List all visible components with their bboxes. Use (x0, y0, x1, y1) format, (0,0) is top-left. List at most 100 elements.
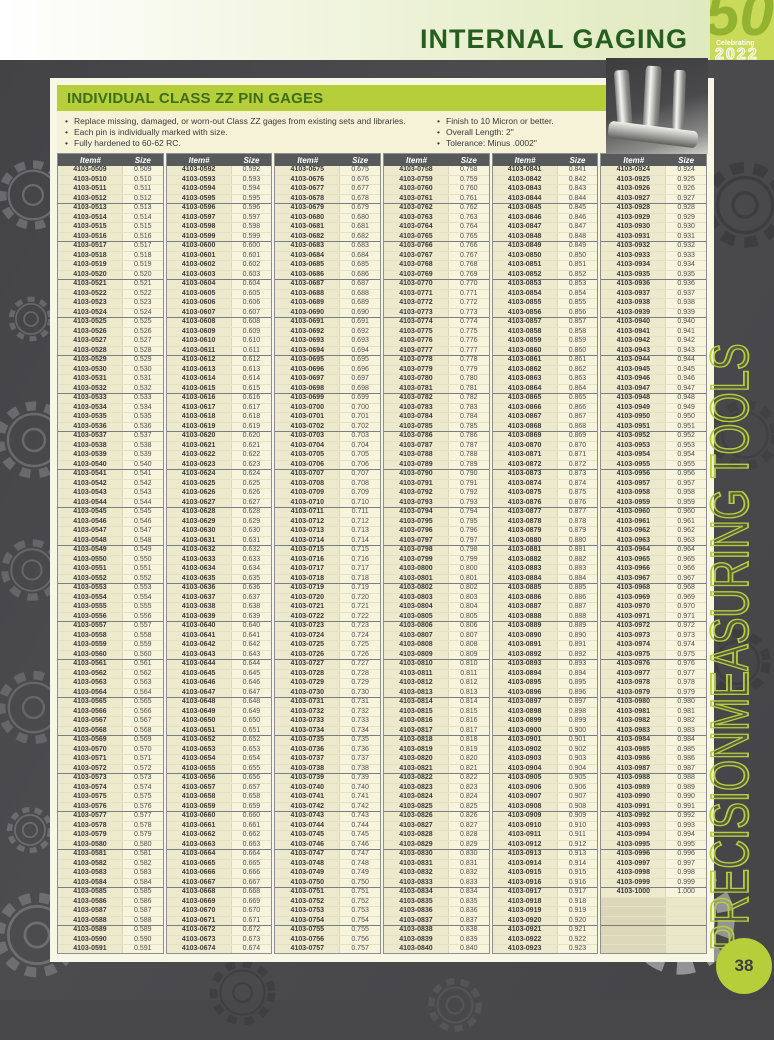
table-row: 4103-0605 0.605 (166, 289, 272, 299)
size-cell: 0.715 (340, 546, 380, 555)
item-cell: 4103-0562 (58, 669, 123, 678)
table-row: 4103-0749 0.749 (275, 869, 381, 879)
item-cell: 4103-0910 (492, 821, 558, 830)
size-cell: 0.863 (557, 375, 598, 384)
table-row: 4103-0584 0.584 (58, 878, 163, 888)
table-row: 4103-0843 0.843 (492, 185, 598, 195)
item-cell: 4103-0826 (384, 812, 449, 821)
item-cell: 4103-0933 (601, 251, 667, 260)
table-row: 4103-0969 0.969 (601, 593, 707, 603)
item-cell: 4103-0957 (601, 479, 667, 488)
item-cell: 4103-0990 (601, 793, 667, 802)
item-cell: 4103-0976 (601, 660, 667, 669)
item-cell: 4103-0760 (384, 185, 449, 194)
size-cell: 0.541 (122, 470, 163, 479)
table-row: 4103-0891 0.891 (492, 641, 598, 651)
gage-table: Item# Size 4103-0509 0.509 4103-0510 0.510 410… (57, 153, 708, 954)
item-cell: 4103-0789 (384, 460, 449, 469)
table-row: 4103-0516 0.516 (58, 232, 163, 242)
table-row: 4103-0876 0.876 (492, 498, 598, 508)
size-cell: 0.944 (666, 356, 707, 365)
item-cell: 4103-0785 (384, 422, 449, 431)
size-cell: 0.511 (122, 185, 163, 194)
size-cell: 0.902 (557, 745, 598, 754)
item-cell: 4103-0742 (275, 802, 341, 811)
item-cell: 4103-0588 (58, 916, 123, 925)
table-row: 4103-0991 0.991 (601, 802, 707, 812)
table-header-row: Item# Size (601, 154, 707, 166)
size-cell: 0.616 (231, 394, 272, 403)
item-cell: 4103-0635 (166, 574, 232, 583)
size-cell: 0.663 (231, 840, 272, 849)
table-row: 4103-0895 0.895 (492, 679, 598, 689)
table-row: 4103-0611 0.611 (166, 346, 272, 356)
item-cell (601, 926, 667, 935)
size-cell: 0.620 (231, 432, 272, 441)
item-cell: 4103-0630 (166, 527, 232, 536)
size-cell: 0.692 (340, 327, 380, 336)
size-cell: 0.790 (448, 470, 489, 479)
table-row: 4103-0992 0.992 (601, 812, 707, 822)
intro-bullets-right: Finish to 10 Micron or better.Overall Le… (429, 111, 554, 149)
table-row: 4103-0802 0.802 (384, 584, 489, 594)
table-row: 4103-0515 0.515 (58, 223, 163, 233)
table-column-pair: Item# Size 4103-0841 0.841 4103-0842 0.842 410… (491, 153, 599, 954)
size-cell: 0.668 (231, 888, 272, 897)
size-cell: 0.593 (231, 175, 272, 184)
table-row: 4103-0868 0.868 (492, 422, 598, 432)
item-cell: 4103-0945 (601, 365, 667, 374)
item-cell: 4103-0862 (492, 365, 558, 374)
table-row: 4103-0948 0.948 (601, 394, 707, 404)
item-cell: 4103-0848 (492, 232, 558, 241)
item-cell: 4103-0999 (601, 878, 667, 887)
size-cell: 0.665 (231, 859, 272, 868)
table-column-pair: Item# Size 4103-0509 0.509 4103-0510 0.510 410… (57, 153, 164, 954)
size-cell: 0.946 (666, 375, 707, 384)
table-row: 4103-0790 0.790 (384, 470, 489, 480)
item-cell: 4103-0851 (492, 261, 558, 270)
table-row: 4103-0960 0.960 (601, 508, 707, 518)
item-cell: 4103-0527 (58, 337, 123, 346)
table-row: 4103-0785 0.785 (384, 422, 489, 432)
size-cell: 0.950 (666, 413, 707, 422)
item-cell: 4103-0918 (492, 897, 558, 906)
size-cell: 0.843 (557, 185, 598, 194)
size-cell: 0.888 (557, 612, 598, 621)
table-row: 4103-0664 0.664 (166, 850, 272, 860)
item-cell: 4103-0749 (275, 869, 341, 878)
table-row: 4103-0776 0.776 (384, 337, 489, 347)
size-cell: 0.723 (340, 622, 380, 631)
table-row: 4103-0905 0.905 (492, 774, 598, 784)
table-row: 4103-0619 0.619 (166, 422, 272, 432)
table-row: 4103-0737 0.737 (275, 755, 381, 765)
item-cell: 4103-0961 (601, 517, 667, 526)
item-cell: 4103-0600 (166, 242, 232, 251)
item-cell: 4103-0932 (601, 242, 667, 251)
table-row: 4103-0966 0.966 (601, 565, 707, 575)
size-cell: 0.634 (231, 565, 272, 574)
size-cell: 0.528 (122, 346, 163, 355)
size-cell: 0.640 (231, 622, 272, 631)
table-row: 4103-0748 0.748 (275, 859, 381, 869)
item-cell: 4103-0557 (58, 622, 123, 631)
size-cell: 0.935 (666, 270, 707, 279)
table-row: 4103-0780 0.780 (384, 375, 489, 385)
table-row: 4103-0526 0.526 (58, 327, 163, 337)
table-row: 4103-0917 0.917 (492, 888, 598, 898)
size-cell: 0.875 (557, 489, 598, 498)
table-row: 4103-0658 0.658 (166, 793, 272, 803)
item-cell: 4103-0922 (492, 935, 558, 944)
item-cell: 4103-0700 (275, 403, 341, 412)
size-cell: 0.927 (666, 194, 707, 203)
table-row: 4103-0839 0.839 (384, 935, 489, 945)
table-body: 4103-0509 0.509 4103-0510 0.510 4103-0511 0.5… (58, 166, 163, 953)
item-cell: 4103-0870 (492, 441, 558, 450)
size-cell: 0.619 (231, 422, 272, 431)
table-row: 4103-0624 0.624 (166, 470, 272, 480)
item-cell: 4103-0831 (384, 859, 449, 868)
size-cell: 0.905 (557, 774, 598, 783)
item-cell: 4103-0724 (275, 631, 341, 640)
item-cell: 4103-0959 (601, 498, 667, 507)
size-cell: 0.789 (448, 460, 489, 469)
table-row: 4103-0929 0.929 (601, 213, 707, 223)
